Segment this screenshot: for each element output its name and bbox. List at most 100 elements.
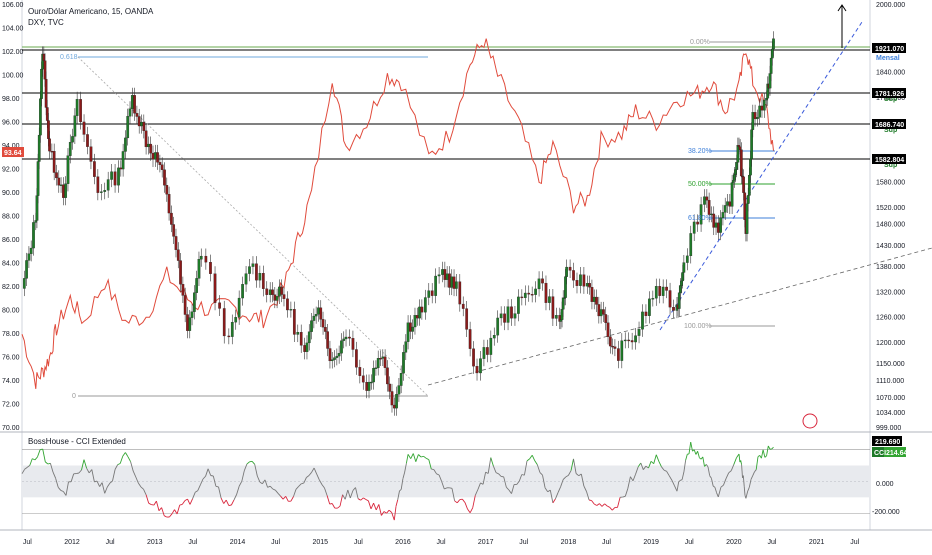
candle-body <box>514 314 516 319</box>
candle-body <box>30 248 32 254</box>
candle-body <box>276 296 278 300</box>
left-tick-label: 72.00 <box>2 402 20 409</box>
candle-body <box>352 338 354 349</box>
candle-body <box>138 117 140 126</box>
candle-body <box>621 341 623 361</box>
candle-body <box>565 267 567 277</box>
left-tick-label: 92.00 <box>2 167 20 174</box>
candle-body <box>168 194 170 213</box>
candle-body <box>531 294 533 295</box>
candle-body <box>469 329 471 348</box>
candle-body <box>140 122 142 126</box>
cci-segment <box>211 476 214 477</box>
candle-body <box>462 304 464 309</box>
candle-body <box>278 287 280 296</box>
candle-body <box>71 136 73 142</box>
candle-body <box>428 291 430 298</box>
candle-body <box>713 214 715 227</box>
cci-segment <box>680 480 682 481</box>
candle-body <box>552 297 554 319</box>
left-tick-label: 106.00 <box>2 2 24 9</box>
candle-body <box>472 349 474 367</box>
candle-body <box>411 327 413 331</box>
candle-body <box>79 99 81 122</box>
candle-body <box>510 307 512 319</box>
right-tick-label: 1430.000 <box>876 243 905 250</box>
candle-body <box>652 298 654 299</box>
candle-body <box>561 309 563 320</box>
candle-body <box>388 384 390 392</box>
candle-body <box>326 332 328 349</box>
time-tick-label: Jul <box>271 539 280 546</box>
candle-body <box>507 307 509 323</box>
left-tick-label: 86.00 <box>2 237 20 244</box>
candle-body <box>414 315 416 327</box>
fib-label-100: 100.00% <box>684 323 712 330</box>
cci-title: BossHouse - CCI Extended <box>28 437 126 446</box>
candle-body <box>386 368 388 384</box>
candle-body <box>133 95 135 113</box>
candle-body <box>306 343 308 352</box>
candle-body <box>131 95 133 109</box>
candle-body <box>345 337 347 339</box>
candle-body <box>591 287 593 301</box>
time-tick-label: 2017 <box>478 539 494 546</box>
time-tick-label: Jul <box>767 539 776 546</box>
right-tick-label: 999.000 <box>876 425 901 432</box>
candle-body <box>424 298 426 313</box>
candle-body <box>110 172 112 180</box>
candle-body <box>451 277 453 288</box>
candle-body <box>159 162 161 164</box>
candle-body <box>231 322 233 336</box>
candle-body <box>398 386 400 395</box>
candle-body <box>564 277 566 298</box>
time-tick-label: 2013 <box>147 539 163 546</box>
candle-body <box>459 282 461 304</box>
candle-body <box>117 168 119 185</box>
candle-body <box>572 270 574 280</box>
time-tick-label: Jul <box>602 539 611 546</box>
candle-body <box>772 39 774 49</box>
left-tick-label: 96.00 <box>2 120 20 127</box>
candle-body <box>493 335 495 338</box>
candle-body <box>393 405 395 408</box>
candle-body <box>617 349 619 361</box>
right-tick-label: 1200.000 <box>876 340 905 347</box>
candle-body <box>686 256 688 263</box>
left-tick-label: 76.00 <box>2 355 20 362</box>
candle-body <box>370 382 372 383</box>
candle-body <box>64 184 66 198</box>
candle-body <box>528 293 530 294</box>
candle-body <box>58 178 60 185</box>
candle-body <box>55 173 57 178</box>
candle-body <box>576 280 578 285</box>
candle-body <box>708 200 710 214</box>
candle-body <box>308 332 310 343</box>
time-tick-label: Jul <box>850 539 859 546</box>
left-tick-label: 84.00 <box>2 261 20 268</box>
left-tick-label: 90.00 <box>2 190 20 197</box>
candle-body <box>682 272 684 280</box>
candle-body <box>317 308 319 314</box>
left-tick-label: 104.00 <box>2 26 24 33</box>
chart-title: Ouro/Dólar Americano, 15, OANDA <box>28 7 154 16</box>
candle-body <box>719 218 721 233</box>
candle-body <box>303 345 305 351</box>
candle-body <box>418 307 420 318</box>
candle-body <box>672 307 674 310</box>
left-tick-label: 88.00 <box>2 214 20 221</box>
candle-body <box>607 323 609 337</box>
candle-body <box>152 153 154 159</box>
candle-body <box>377 358 379 368</box>
candle-body <box>179 261 181 285</box>
candle-body <box>756 117 758 119</box>
candle-body <box>340 341 342 354</box>
candle-body <box>83 122 85 135</box>
candle-body <box>209 262 211 274</box>
candle-body <box>524 293 526 298</box>
candle-body <box>200 256 202 259</box>
candle-body <box>726 202 728 206</box>
candle-body <box>189 318 191 331</box>
